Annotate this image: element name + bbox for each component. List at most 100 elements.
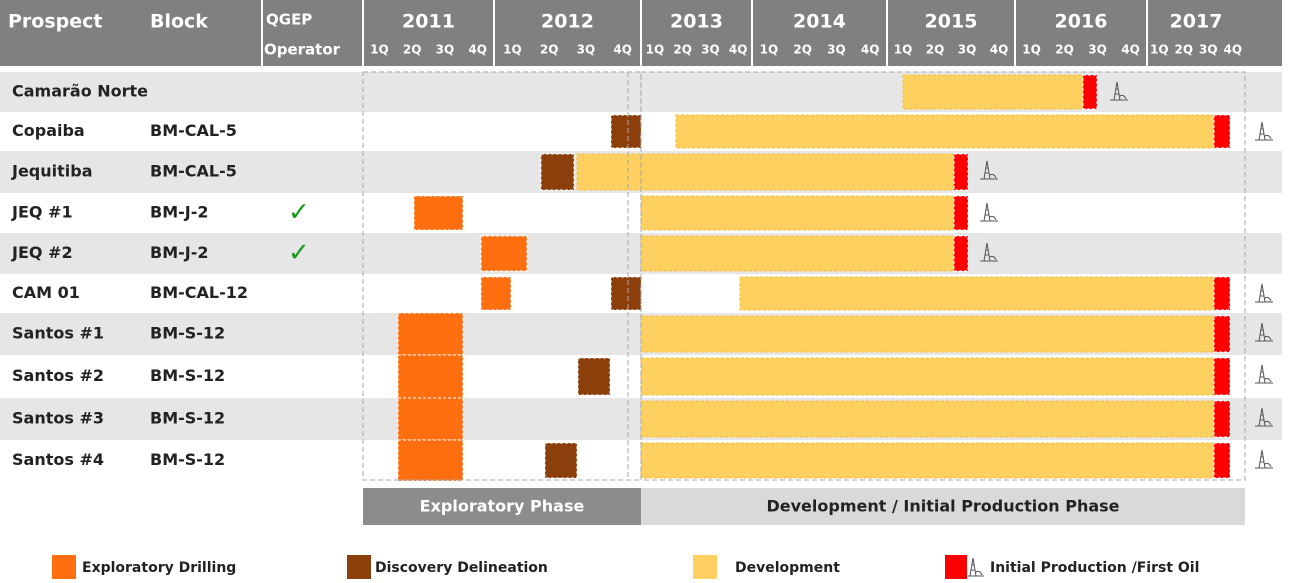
operator-check: ✓ (288, 198, 310, 228)
quarter-label: 3Q (958, 43, 977, 57)
quarter-label: 1Q (646, 43, 665, 57)
rig-icon (980, 242, 998, 262)
bar (610, 276, 642, 311)
quarter-label: 3Q (1088, 43, 1107, 57)
block-label: BM-CAL-5 (150, 121, 237, 140)
year-label: 2017 (1170, 11, 1223, 33)
quarter-label: 1Q (503, 43, 522, 57)
quarter-label: 1Q (370, 43, 389, 57)
year-label: 2013 (670, 11, 723, 33)
bar (953, 153, 969, 191)
quarter-label: 4Q (861, 43, 880, 57)
bar (1213, 357, 1231, 396)
bar (953, 235, 969, 272)
quarter-label: 1Q (894, 43, 913, 57)
rig-icon (1255, 449, 1273, 469)
rig-icon (1110, 81, 1128, 101)
block-label: BM-S-12 (150, 366, 225, 385)
legend-swatch (693, 555, 717, 579)
quarter-label: 2Q (673, 43, 692, 57)
bar (610, 114, 642, 149)
rig-icon (980, 202, 998, 222)
year-label: 2012 (541, 11, 594, 33)
prospect-label: Santos #4 (12, 450, 104, 469)
prospect-label: Santos #3 (12, 409, 104, 428)
quarter-label: 3Q (827, 43, 846, 57)
legend-label: Exploratory Drilling (82, 560, 236, 576)
bar (1213, 114, 1231, 149)
quarter-label: 2Q (793, 43, 812, 57)
bar (739, 276, 1215, 311)
rig-icon (1255, 449, 1273, 469)
quarter-label: 3Q (577, 43, 596, 57)
quarter-label: 4Q (1121, 43, 1140, 57)
quarter-label: 1Q (1150, 43, 1169, 57)
rig-icon (980, 242, 998, 262)
rig-icon (1255, 322, 1273, 342)
quarter-label: 2Q (926, 43, 945, 57)
rig-icon (966, 557, 984, 577)
rig-icon (1255, 364, 1273, 384)
bar (397, 312, 464, 356)
prospect-label: Santos #2 (12, 366, 104, 385)
year-label: 2011 (402, 11, 455, 33)
year-label: 2014 (793, 11, 846, 33)
prospect-label: Jequitiba (11, 162, 93, 181)
rig-icon (980, 202, 998, 222)
bar (1213, 276, 1231, 311)
bar (397, 439, 464, 482)
phase-frame (640, 71, 1246, 481)
block-label: BM-S-12 (150, 324, 225, 343)
quarter-label: 4Q (729, 43, 748, 57)
bar (1213, 400, 1231, 438)
bar (640, 195, 955, 231)
rig-icon (1255, 283, 1273, 303)
bar (640, 442, 1215, 479)
rig-icon (1255, 407, 1273, 427)
rig-icon (1255, 364, 1273, 384)
quarter-label: 1Q (1022, 43, 1041, 57)
header-prospect: Prospect (8, 11, 103, 33)
rig-icon (1110, 81, 1128, 101)
bar (480, 235, 528, 272)
bar (397, 397, 464, 441)
bar (397, 354, 464, 399)
prospect-label: Camarão Norte (12, 82, 148, 101)
header-operator: Operator (264, 41, 341, 59)
bar (902, 74, 1084, 110)
rig-icon (1255, 121, 1273, 141)
rig-icon (1255, 407, 1273, 427)
bar (640, 315, 1215, 353)
prospect-label: Santos #1 (12, 324, 104, 343)
legend-label: Development (735, 560, 840, 576)
prospect-label: Copaiba (12, 121, 85, 140)
legend-label: Initial Production /First Oil (990, 560, 1199, 576)
header-operator: QGEP (266, 11, 312, 29)
quarter-label: 2Q (1055, 43, 1074, 57)
operator-check: ✓ (288, 238, 310, 268)
quarter-label: 3Q (436, 43, 455, 57)
quarter-label: 3Q (701, 43, 720, 57)
legend-swatch (52, 555, 76, 579)
bar (675, 114, 1215, 149)
rig-icon (980, 160, 998, 180)
block-label: BM-J-2 (150, 243, 208, 262)
prospect-label: JEQ #1 (11, 203, 73, 222)
bar (1082, 74, 1098, 110)
quarter-label: 1Q (760, 43, 779, 57)
phase-bar (363, 488, 641, 525)
prospect-label: CAM 01 (12, 283, 80, 302)
bar (1213, 315, 1231, 353)
rig-icon (1255, 322, 1273, 342)
quarter-label: 4Q (468, 43, 487, 57)
prospect-label: JEQ #2 (11, 243, 73, 262)
legend-label: Discovery Delineation (375, 560, 548, 576)
rig-icon (1255, 121, 1273, 141)
bar (544, 442, 578, 479)
bar (640, 400, 1215, 438)
quarter-label: 4Q (1223, 43, 1242, 57)
block-label: BM-S-12 (150, 409, 225, 428)
quarter-label: 4Q (613, 43, 632, 57)
quarter-label: 2Q (403, 43, 422, 57)
year-label: 2015 (925, 11, 978, 33)
